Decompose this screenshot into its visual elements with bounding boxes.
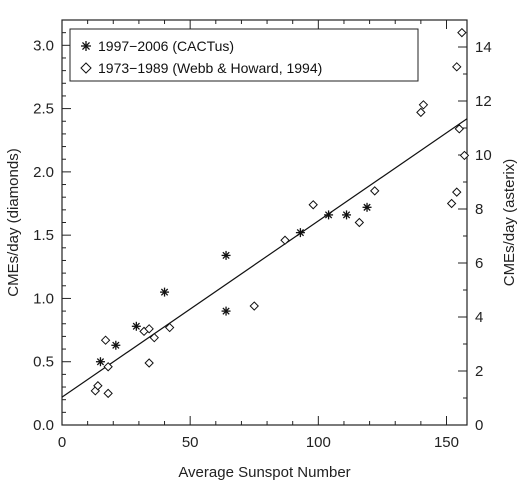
x-tick-label: 150 <box>434 434 459 451</box>
y-right-tick-label: 6 <box>475 255 483 272</box>
y-right-tick-label: 2 <box>475 363 483 380</box>
legend-asterisk-marker <box>81 41 91 51</box>
y-left-tick-label: 1.0 <box>33 290 54 307</box>
y-right-axis-title: CMEs/day (asterix) <box>501 159 518 287</box>
legend-entry-label: 1973−1989 (Webb & Howard, 1994) <box>98 60 322 76</box>
legend-diamond-marker <box>80 62 92 74</box>
legend-entry-label: 1997−2006 (CACTus) <box>98 38 234 54</box>
diamond-point <box>249 301 259 311</box>
diamond-point <box>144 358 154 368</box>
axis-labels: 0 50 100 150 0.0 0.5 1.0 1.5 2.0 2.5 3.0 0 2 4 6 8 10 12 1… <box>5 37 518 481</box>
diamond-point <box>454 124 465 134</box>
regression-line <box>61 118 468 398</box>
y-right-tick-label: 8 <box>475 201 483 218</box>
y-left-tick-label: 0.5 <box>33 354 54 371</box>
y-right-tick-label: 10 <box>475 147 492 164</box>
diamond-point <box>416 107 426 118</box>
asterisk-stroke <box>96 358 105 366</box>
asterisk-stroke <box>324 211 333 219</box>
diamond-point <box>452 187 462 197</box>
x-tick-label: 100 <box>306 434 331 451</box>
y-right-tick-label: 14 <box>475 39 492 56</box>
diamond-point <box>149 332 159 343</box>
diamond-point <box>93 381 103 391</box>
asterisk-stroke <box>296 228 305 237</box>
asterisk-stroke <box>222 251 230 260</box>
asterisk-point <box>131 321 141 331</box>
legend: 1997−2006 (CACTus) 1973−1989 (Webb & Howa… <box>69 28 419 82</box>
x-axis-title: Average Sunspot Number <box>178 464 350 481</box>
diamond-point <box>370 186 380 196</box>
diamond-point <box>459 150 470 161</box>
asterisk-stroke <box>342 211 351 219</box>
diamond-point <box>103 388 113 399</box>
y-right-tick-label: 12 <box>475 93 492 110</box>
y-left-axis-title: CMEs/day (diamonds) <box>5 148 22 296</box>
x-tick-label: 0 <box>58 434 66 451</box>
asterisk-point <box>160 287 170 297</box>
asterisk-stroke <box>132 322 140 330</box>
asterisk-point <box>95 357 105 367</box>
asterisk-point <box>362 202 372 212</box>
asterisk-point <box>111 340 121 350</box>
x-tick-label: 50 <box>182 434 199 451</box>
y-left-tick-label: 2.0 <box>33 164 54 181</box>
asterisk-point <box>295 228 305 238</box>
tick-marks <box>61 20 467 426</box>
diamond-point <box>164 322 175 333</box>
data-points <box>90 27 470 399</box>
y-left-tick-label: 3.0 <box>33 37 54 54</box>
regression-line-group <box>61 118 468 398</box>
y-left-tick-label: 1.5 <box>33 227 54 244</box>
asterisk-point <box>221 250 231 260</box>
asterisk-stroke <box>160 288 169 296</box>
y-right-tick-label: 4 <box>475 309 483 326</box>
diamond-point <box>280 235 290 245</box>
y-left-tick-label: 0.0 <box>33 417 54 434</box>
diamond-point <box>103 362 113 372</box>
asterisk-stroke <box>222 307 230 315</box>
asterisk-stroke <box>363 203 371 211</box>
diamond-point <box>308 200 318 210</box>
diamond-point <box>457 27 467 38</box>
diamond-point <box>418 100 429 110</box>
asterisk-point <box>324 210 334 220</box>
diamond-point <box>144 324 154 334</box>
y-right-tick-label: 0 <box>475 417 483 434</box>
diamond-point <box>354 217 365 228</box>
diamond-point <box>452 62 462 72</box>
y-left-tick-label: 2.5 <box>33 101 54 118</box>
asterisk-point <box>221 306 231 316</box>
asterisk-stroke <box>82 42 90 50</box>
legend-box <box>69 28 419 82</box>
diamond-point <box>446 198 457 209</box>
asterisk-point <box>342 210 352 220</box>
diamond-point <box>100 335 111 345</box>
asterisk-stroke <box>112 341 120 349</box>
